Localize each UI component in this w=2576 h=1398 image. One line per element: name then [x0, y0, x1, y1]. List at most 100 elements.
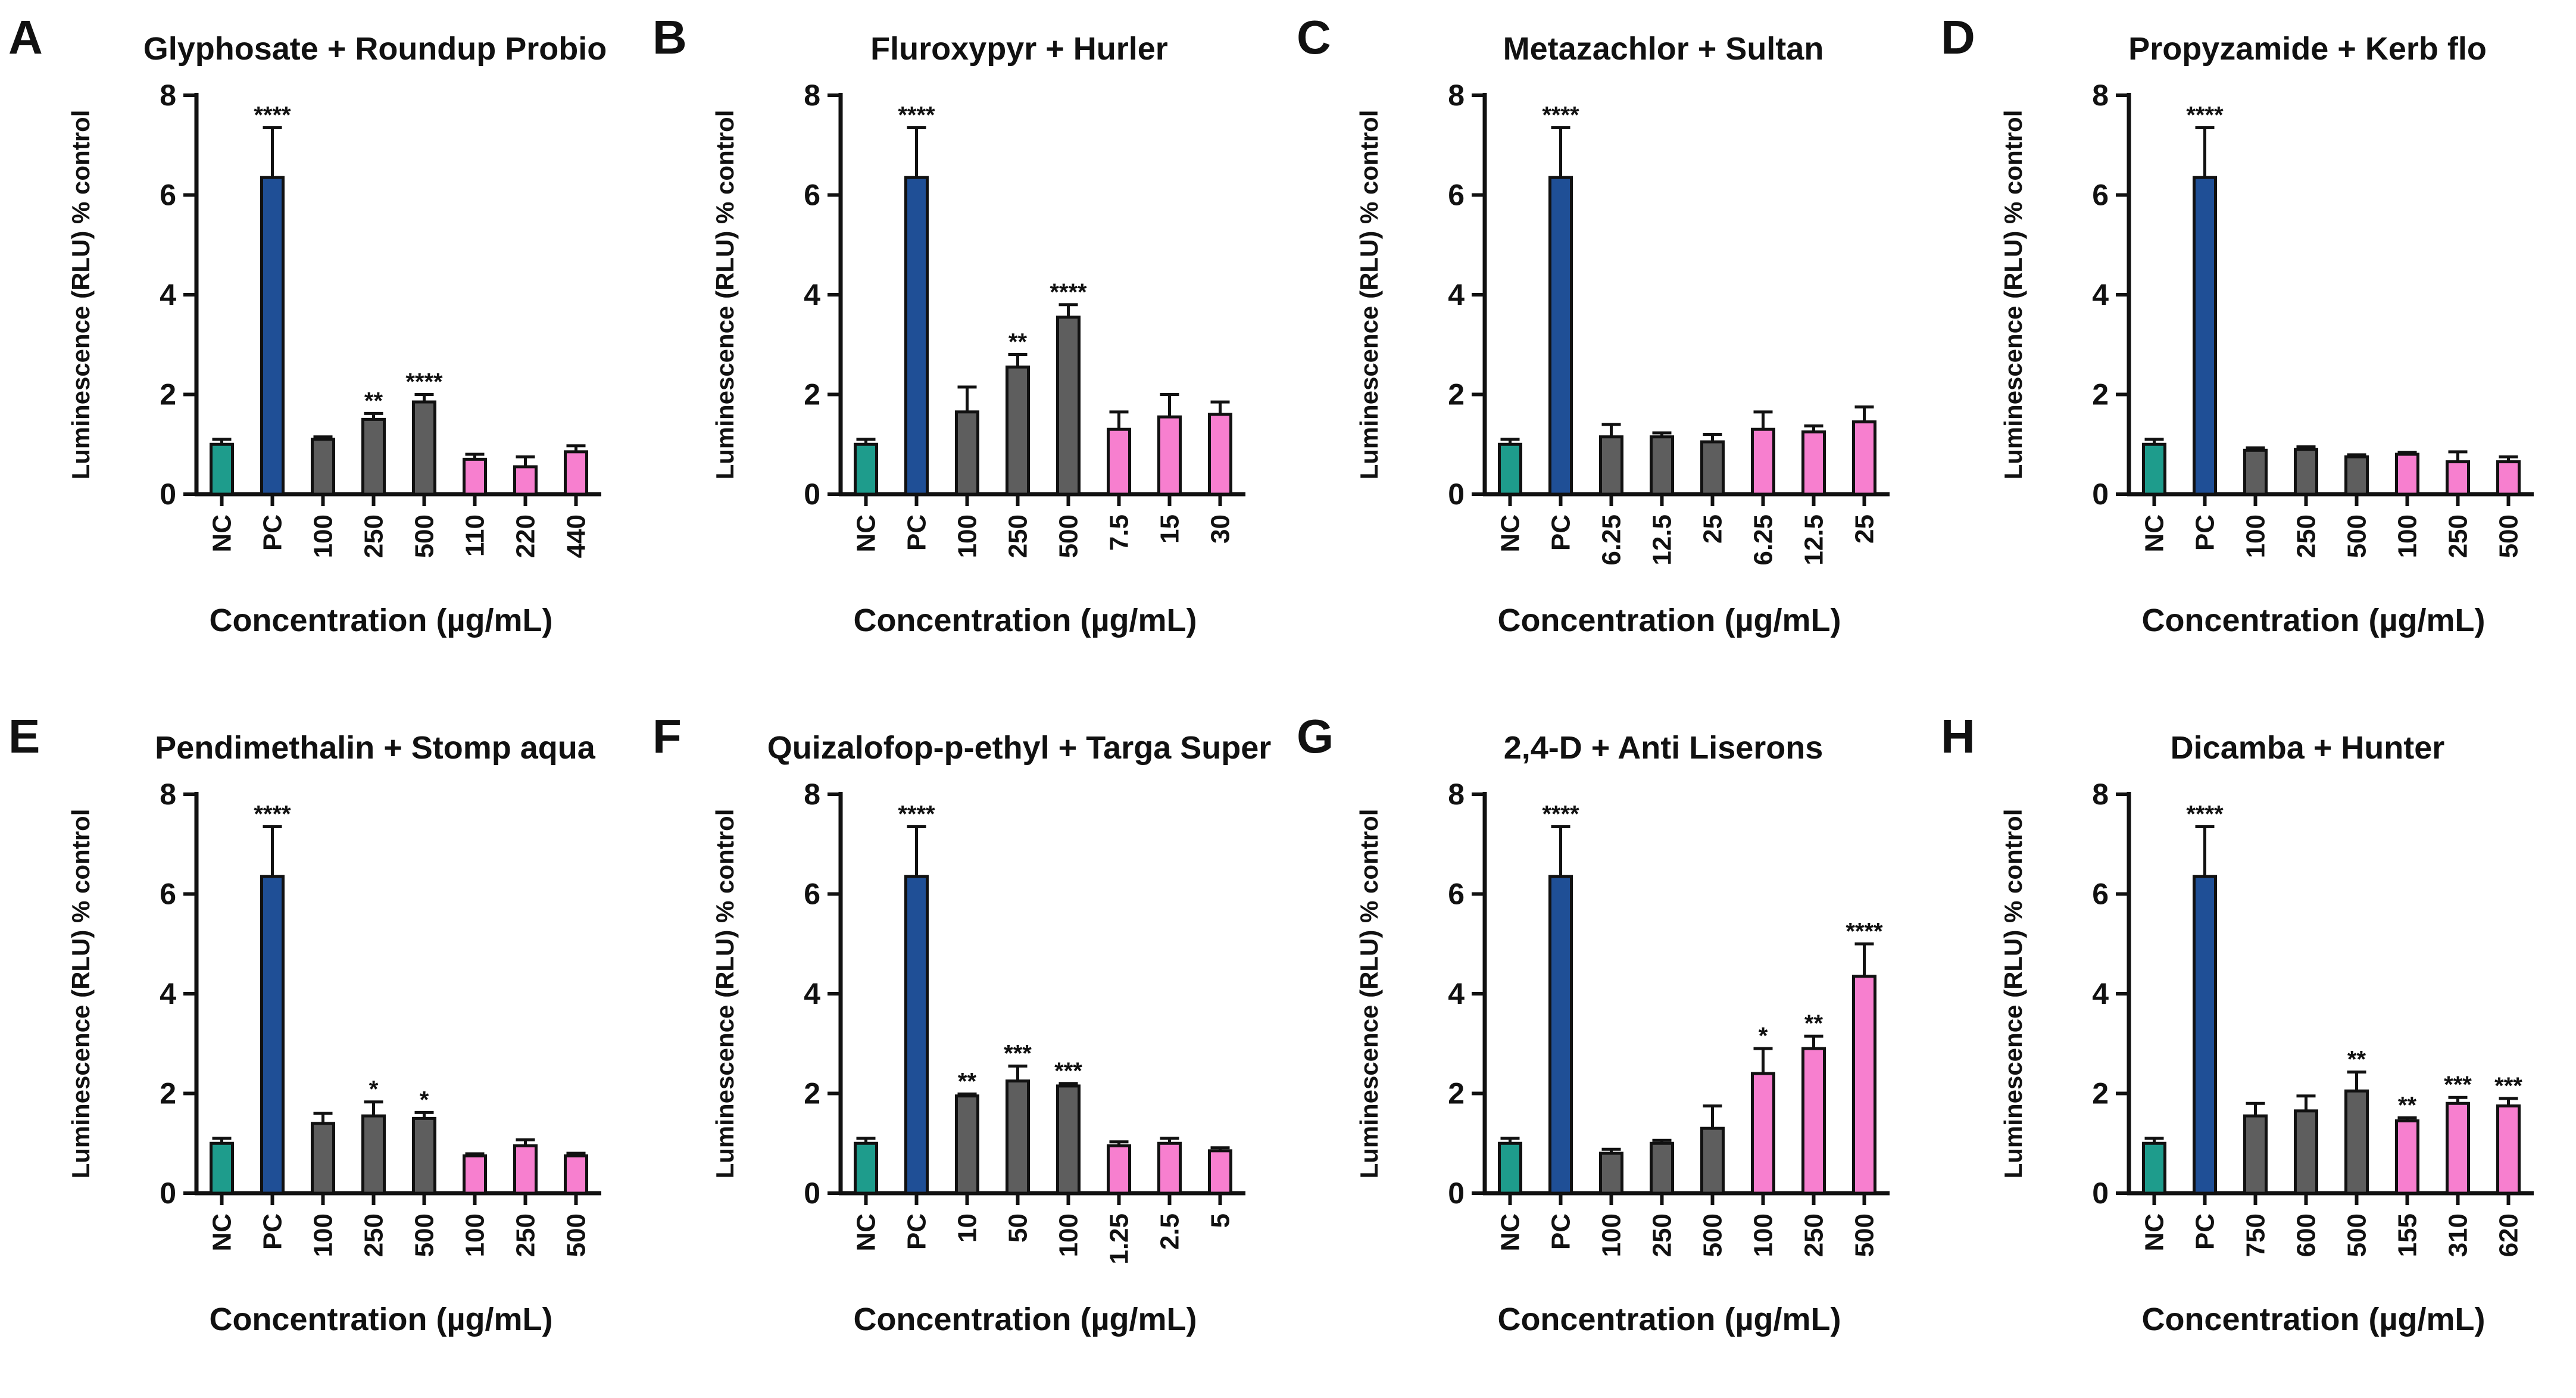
bar	[904, 875, 929, 1195]
x-tick-label: PC	[2191, 514, 2220, 551]
y-tick-label: 6	[804, 878, 820, 911]
error-bar	[1703, 433, 1722, 442]
error-bar	[313, 435, 333, 439]
bar	[2294, 1109, 2318, 1195]
bar	[1852, 975, 1876, 1195]
y-axis-label: Luminescence (RLU) % control	[1355, 809, 1383, 1179]
bar	[1548, 875, 1573, 1195]
panel-letter: G	[1297, 710, 1334, 763]
x-tick-label: 100	[309, 514, 338, 558]
y-tick-label: 8	[1448, 778, 1465, 811]
bar	[1056, 1084, 1081, 1195]
bar	[1498, 442, 1522, 496]
bar	[1208, 1149, 1232, 1195]
x-tick-label: 100	[2241, 514, 2271, 558]
bar	[1700, 440, 1725, 496]
bar	[2496, 460, 2521, 496]
y-axis-label: Luminescence (RLU) % control	[67, 809, 95, 1179]
error-bar	[1753, 1047, 1773, 1074]
panel-letter: B	[652, 11, 687, 64]
x-tick-label: 5	[1206, 1213, 1235, 1228]
error-bar	[263, 126, 282, 178]
error-bar	[1160, 393, 1179, 417]
bar	[1107, 1144, 1131, 1195]
error-bar	[263, 825, 282, 877]
x-tick-label: 220	[511, 514, 541, 558]
bar	[2142, 442, 2166, 496]
x-tick-label: 30	[1206, 514, 1235, 544]
x-tick-label: 10	[953, 1213, 982, 1243]
chart-panel-d: D Propyzamide + Kerb flo Luminescence (RLU…	[1941, 11, 2534, 638]
y-tick-label: 8	[804, 79, 820, 112]
error-bar	[414, 1110, 434, 1119]
x-axis-label: Concentration (µg/mL)	[2141, 1302, 2485, 1337]
bar	[2395, 453, 2419, 496]
error-bar	[2144, 1137, 2164, 1144]
y-tick-label: 0	[2092, 478, 2109, 511]
chart-panel-f: F Quizalofop-p-ethyl + Targa Super Lumines…	[652, 710, 1271, 1337]
y-tick-label: 2	[160, 1077, 176, 1110]
significance-label: **	[364, 388, 383, 414]
x-tick-label: 2.5	[1156, 1213, 1185, 1250]
bar	[564, 1154, 588, 1195]
error-bar	[1551, 126, 1570, 178]
panel-letter: D	[1941, 11, 1975, 64]
significance-label: *	[369, 1076, 379, 1103]
bar	[1157, 415, 1182, 496]
error-bar	[2246, 1101, 2265, 1116]
x-axis-label: Concentration (µg/mL)	[2141, 603, 2485, 638]
x-tick-label: 100	[461, 1213, 490, 1257]
y-axis-label: Luminescence (RLU) % control	[67, 110, 95, 480]
significance-label: ****	[2186, 801, 2224, 827]
error-bar	[1210, 1146, 1230, 1151]
x-tick-label: 100	[1054, 1213, 1084, 1257]
error-bar	[566, 1152, 586, 1156]
y-tick-label: 6	[1448, 179, 1465, 212]
bar	[260, 176, 285, 496]
significance-label: ****	[254, 102, 291, 128]
chart-title: Glyphosate + Roundup Probio	[143, 31, 607, 67]
error-bar	[465, 1152, 485, 1156]
chart-panel-c: C Metazachlor + Sultan Luminescence (RLU) …	[1297, 11, 1890, 638]
chart-title: Pendimethalin + Stomp aqua	[155, 730, 596, 766]
x-tick-label: 500	[410, 514, 439, 558]
significance-label: **	[958, 1068, 977, 1094]
error-bar	[212, 1137, 232, 1144]
bar	[1700, 1126, 1725, 1195]
x-tick-label: 500	[2343, 1213, 2372, 1257]
error-bar	[2296, 1094, 2316, 1111]
x-tick-label: NC	[1496, 514, 1525, 553]
bar	[854, 1141, 878, 1195]
bar	[1801, 430, 1826, 496]
x-tick-label: PC	[903, 514, 932, 551]
significance-label: ***	[2444, 1072, 2472, 1098]
panel-letter: H	[1941, 710, 1975, 763]
significance-label: ****	[1846, 918, 1883, 944]
significance-label: ****	[1050, 279, 1087, 305]
x-tick-label: NC	[208, 1213, 237, 1252]
x-tick-label: 6.25	[1597, 514, 1626, 566]
bar	[2344, 1089, 2369, 1195]
significance-label: ****	[1542, 102, 1579, 128]
x-tick-label: 500	[2343, 514, 2372, 558]
chart-title: Fluroxypyr + Hurler	[870, 31, 1168, 67]
x-tick-label: 440	[562, 514, 591, 558]
x-tick-label: 100	[309, 1213, 338, 1257]
error-bar	[1652, 431, 1672, 437]
bar	[2395, 1119, 2419, 1195]
x-tick-label: 500	[1054, 514, 1084, 558]
x-tick-label: 100	[1749, 1213, 1778, 1257]
y-axis-label: Luminescence (RLU) % control	[1355, 110, 1383, 480]
x-tick-label: 110	[461, 514, 490, 557]
x-tick-label: PC	[903, 1213, 932, 1250]
x-axis-label: Concentration (µg/mL)	[1497, 1302, 1841, 1337]
x-tick-label: 250	[1800, 1213, 1829, 1257]
bar	[361, 417, 386, 496]
x-tick-label: PC	[258, 1213, 288, 1250]
y-axis-label: Luminescence (RLU) % control	[1999, 110, 2027, 480]
bar	[1599, 435, 1623, 496]
bar	[564, 450, 588, 496]
error-bar	[2499, 455, 2518, 462]
y-tick-label: 6	[2092, 179, 2109, 212]
x-tick-label: 25	[1850, 514, 1879, 544]
